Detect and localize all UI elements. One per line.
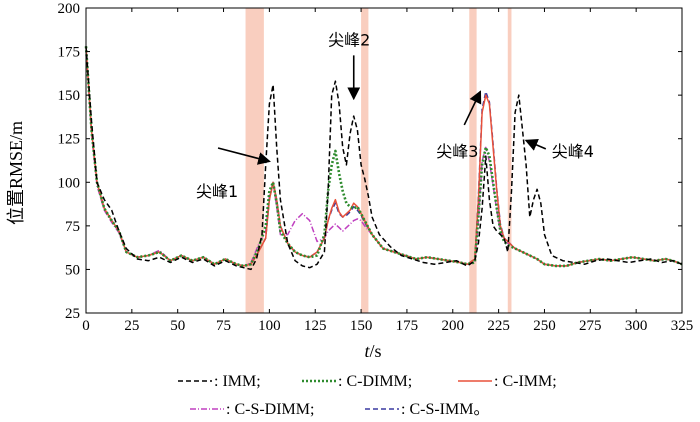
x-tick-label-250: 250	[533, 318, 556, 334]
x-tick-label-125: 125	[304, 318, 327, 334]
y-tick-label-100: 100	[58, 175, 81, 191]
x-tick-label-50: 50	[170, 318, 185, 334]
annotation-label-2: 尖峰2	[328, 30, 370, 49]
x-axis-label: t/s	[364, 341, 381, 361]
x-tick-label-100: 100	[258, 318, 281, 334]
x-tick-label-225: 225	[487, 318, 510, 334]
legend-label-r2-1: : C-S-IMM。	[401, 401, 489, 418]
series-layer	[84, 46, 683, 271]
x-tick-label-275: 275	[579, 318, 602, 334]
legend-label-r1-0: : IMM;	[214, 373, 261, 390]
annotations: 尖峰1 尖峰2 尖峰3 尖峰4	[196, 30, 594, 201]
x-axis-symbol: t	[364, 341, 370, 361]
y-tick-label-175: 175	[58, 45, 81, 61]
legend-label-r1-2: : C-IMM;	[494, 373, 557, 390]
series-line-c-imm	[85, 46, 683, 267]
plot-frame	[85, 7, 683, 314]
y-tick-label-200: 200	[58, 1, 81, 17]
series-line-imm	[85, 46, 683, 271]
highlight-band-3	[469, 8, 477, 313]
y-tick-label-150: 150	[58, 88, 81, 104]
annotation-label-1: 尖峰1	[196, 182, 238, 201]
legend-label-r1-1: : C-DIMM;	[338, 373, 412, 390]
annotation-arrow-1	[217, 147, 271, 165]
annotation-arrow-3	[463, 90, 482, 126]
highlight-band-2	[361, 8, 369, 313]
annotation-label-4: 尖峰4	[552, 142, 594, 161]
y-tick-label-125: 125	[58, 132, 81, 148]
highlight-band-4	[507, 8, 512, 313]
y-tick-label-75: 75	[65, 219, 80, 235]
highlight-bands	[245, 8, 512, 313]
x-tick-label-25: 25	[124, 318, 139, 334]
x-tick-label-75: 75	[216, 318, 231, 334]
y-axis-label: 位置RMSE/m	[6, 121, 26, 225]
x-tick-label-200: 200	[442, 318, 465, 334]
legend: : IMM; : C-DIMM; : C-IMM; : C-S-DIMM; : C-S-…	[178, 373, 557, 418]
y-tick-label-50: 50	[65, 262, 80, 278]
annotation-label-3: 尖峰3	[436, 142, 478, 161]
x-axis-unit: /s	[370, 341, 382, 361]
x-tick-label-0: 0	[82, 318, 90, 334]
x-tick-label-150: 150	[350, 318, 373, 334]
y-tick-label-25: 25	[65, 306, 80, 322]
axis-ticks: 0 25 50 75 100 125 150 175 200 225 250 275 300 325255…	[58, 1, 694, 334]
x-tick-label-325: 325	[671, 318, 694, 334]
x-tick-label-300: 300	[625, 318, 648, 334]
annotation-arrow-4	[524, 139, 547, 151]
highlight-band-1	[245, 8, 264, 313]
x-tick-label-175: 175	[396, 318, 419, 334]
legend-label-r2-0: : C-S-DIMM;	[226, 401, 314, 418]
